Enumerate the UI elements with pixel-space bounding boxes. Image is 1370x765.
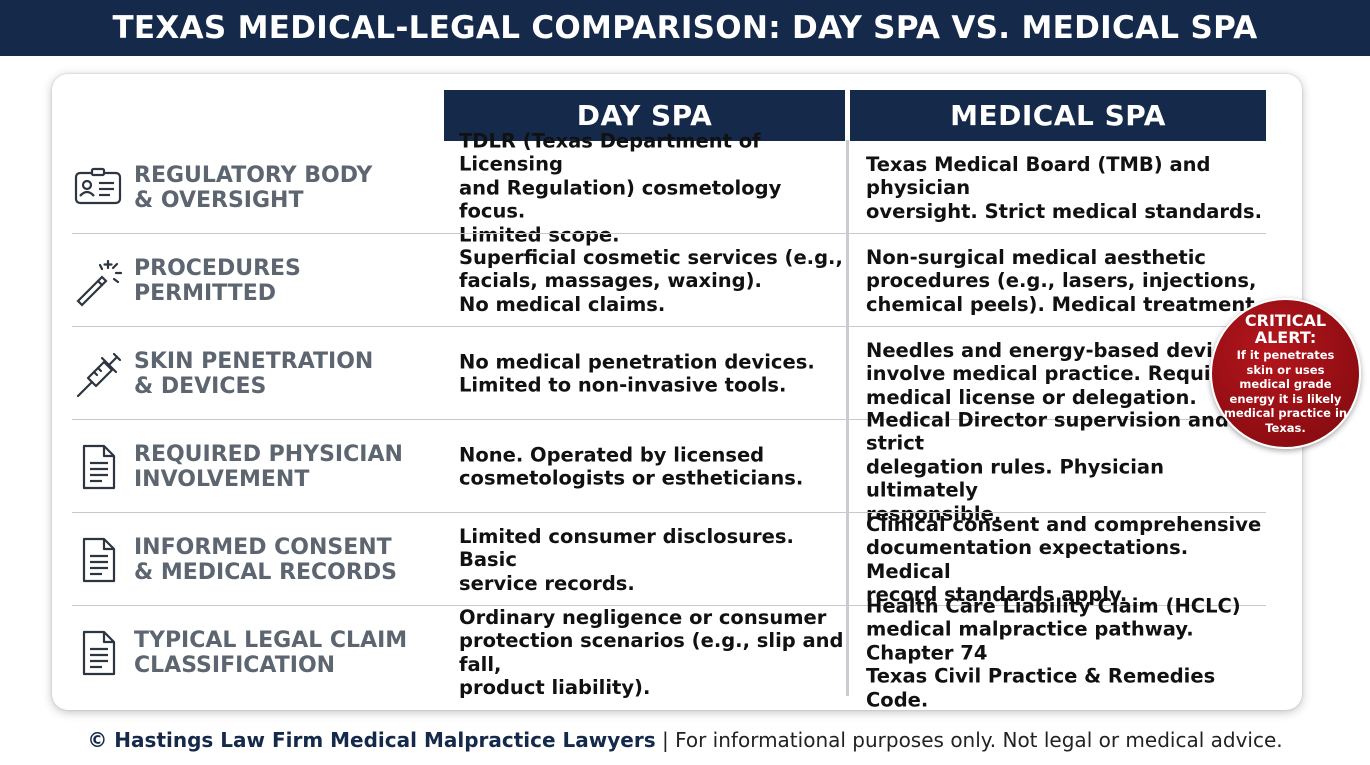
document-icon	[72, 441, 124, 493]
table-row: SKIN PENETRATION & DEVICES No medical pe…	[72, 327, 1266, 420]
footer-disclaimer: | For informational purposes only. Not l…	[655, 728, 1283, 752]
row-divider	[72, 233, 1266, 234]
row-label: INFORMED CONSENT & MEDICAL RECORDS	[134, 534, 397, 585]
medical-spa-cell: Health Care Liability Claim (HCLC) medic…	[866, 593, 1241, 711]
magic-wand-icon	[72, 255, 124, 307]
day-spa-cell: Ordinary negligence or consumer protecti…	[459, 605, 844, 700]
row-label: REGULATORY BODY & OVERSIGHT	[134, 162, 373, 213]
row-label: PROCEDURES PERMITTED	[134, 255, 301, 306]
medical-spa-cell: Clinical consent and comprehensive docum…	[866, 512, 1262, 607]
footer-firm-name: © Hastings Law Firm Medical Malpractice …	[87, 728, 656, 752]
table-row: PROCEDURES PERMITTED Superficial cosmeti…	[72, 234, 1266, 327]
row-divider	[72, 605, 1266, 606]
row-label: REQUIRED PHYSICIAN INVOLVEMENT	[134, 441, 403, 492]
id-card-icon	[72, 162, 124, 214]
day-spa-cell: No medical penetration devices. Limited …	[459, 350, 815, 397]
column-divider	[846, 140, 849, 696]
medical-spa-cell: Non-surgical medical aesthetic procedure…	[866, 245, 1262, 316]
column-header-medical-spa: MEDICAL SPA	[850, 90, 1266, 141]
alert-title: CRITICAL ALERT:	[1244, 311, 1327, 347]
column-header-day-spa: DAY SPA	[444, 90, 845, 141]
row-label: SKIN PENETRATION & DEVICES	[134, 348, 374, 399]
row-label: TYPICAL LEGAL CLAIM CLASSIFICATION	[134, 627, 408, 678]
row-divider	[72, 326, 1266, 327]
footer: © Hastings Law Firm Medical Malpractice …	[0, 728, 1370, 752]
document-icon	[72, 534, 124, 586]
medical-spa-cell: Needles and energy-based devices involve…	[866, 338, 1250, 409]
syringe-icon	[72, 348, 124, 400]
table-row: TYPICAL LEGAL CLAIM CLASSIFICATION Ordin…	[72, 594, 1266, 711]
page-title: TEXAS MEDICAL-LEGAL COMPARISON: DAY SPA …	[112, 10, 1258, 46]
table-row: REGULATORY BODY & OVERSIGHT TDLR (Texas …	[72, 129, 1266, 246]
critical-alert-badge: CRITICAL ALERT: If it penetrates skin or…	[1210, 298, 1361, 449]
day-spa-cell: None. Operated by licensed cosmetologist…	[459, 443, 804, 490]
title-banner: TEXAS MEDICAL-LEGAL COMPARISON: DAY SPA …	[0, 0, 1370, 56]
day-spa-cell: Limited consumer disclosures. Basic serv…	[459, 524, 794, 595]
row-divider	[72, 512, 1266, 513]
comparison-card	[52, 74, 1302, 710]
table-row: INFORMED CONSENT & MEDICAL RECORDS Limit…	[72, 513, 1266, 606]
table-row: REQUIRED PHYSICIAN INVOLVEMENT None. Ope…	[72, 408, 1266, 525]
day-spa-cell: Superficial cosmetic services (e.g., fac…	[459, 245, 843, 316]
medical-spa-cell: Texas Medical Board (TMB) and physician …	[866, 152, 1262, 223]
medical-spa-cell: Medical Director supervision and strict …	[866, 407, 1229, 525]
row-divider	[72, 419, 1266, 420]
document-icon	[72, 627, 124, 679]
alert-body: If it penetrates skin or uses medical gr…	[1223, 348, 1348, 435]
day-spa-cell: TDLR (Texas Department of Licensing and …	[459, 128, 782, 246]
